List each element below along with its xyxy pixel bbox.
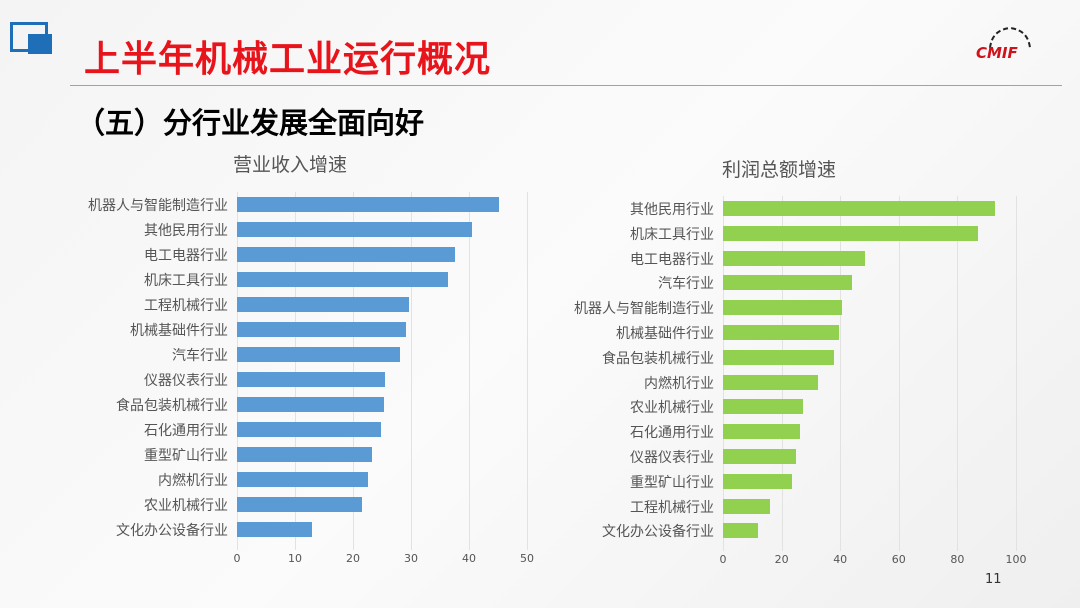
revenue-bar	[237, 372, 385, 387]
revenue-bar	[237, 497, 363, 512]
revenue-bar	[237, 222, 472, 237]
profit-gridline	[1016, 196, 1017, 552]
profit-category-label: 机床工具行业	[630, 226, 714, 243]
profit-tick-label: 80	[950, 553, 965, 566]
revenue-tick-label: 30	[404, 552, 418, 565]
revenue-tick-label: 50	[520, 552, 534, 565]
profit-tick-label: 20	[774, 553, 789, 566]
revenue-category-label: 其他民用行业	[144, 223, 228, 239]
revenue-bar	[237, 272, 449, 287]
revenue-tick-label: 20	[346, 552, 360, 565]
revenue-bar	[237, 322, 406, 337]
profit-category-label: 农业机械行业	[630, 400, 714, 417]
profit-category-label: 其他民用行业	[630, 202, 714, 218]
profit-category-label: 仪器仪表行业	[630, 450, 714, 466]
revenue-category-label: 文化办公设备行业	[116, 523, 228, 539]
revenue-bar	[237, 347, 400, 362]
revenue-bar	[237, 472, 369, 487]
profit-category-label: 石化通用行业	[630, 425, 714, 442]
profit-gridline	[781, 196, 783, 552]
profit-bar	[723, 325, 840, 340]
profit-bar	[723, 473, 792, 489]
revenue-bar	[237, 422, 381, 437]
revenue-category-label: 机械基础件行业	[130, 323, 228, 339]
revenue-category-label: 汽车行业	[172, 348, 228, 364]
page-number: 11	[985, 572, 1002, 587]
profit-category-label: 工程机械行业	[630, 499, 714, 516]
slide-icon-inner	[28, 34, 52, 54]
revenue-category-label: 重型矿山行业	[144, 448, 228, 464]
profit-bar	[723, 300, 842, 316]
profit-category-label: 机械基础件行业	[616, 326, 714, 342]
revenue-tick-label: 10	[288, 552, 302, 565]
revenue-category-label: 内燃机行业	[158, 473, 228, 489]
profit-category-label: 电工电器行业	[630, 251, 714, 268]
revenue-gridline	[469, 192, 470, 550]
profit-bar	[723, 250, 866, 266]
revenue-gridline	[295, 192, 296, 550]
chart-title-profit: 利润总额增速	[722, 159, 837, 181]
revenue-tick-label: 40	[462, 552, 476, 565]
revenue-bar	[237, 522, 312, 537]
profit-gridline	[898, 196, 900, 552]
profit-category-label: 内燃机行业	[644, 375, 714, 392]
profit-category-label: 文化办公设备行业	[602, 524, 714, 541]
profit-bar	[723, 449, 796, 464]
revenue-category-label: 机器人与智能制造行业	[88, 198, 228, 214]
revenue-tick-label: 0	[233, 552, 241, 565]
revenue-bar	[237, 397, 384, 412]
profit-tick-label: 0	[719, 553, 727, 566]
profit-category-label: 机器人与智能制造行业	[574, 301, 714, 318]
revenue-bar	[237, 447, 373, 462]
profit-gridline	[723, 196, 724, 552]
profit-category-label: 食品包装机械行业	[602, 350, 714, 367]
profit-gridline	[957, 196, 959, 552]
profit-bar	[723, 498, 770, 514]
profit-tick-label: 100	[1005, 553, 1027, 566]
profit-category-label: 重型矿山行业	[630, 474, 714, 491]
revenue-gridline	[411, 192, 412, 550]
profit-bar	[723, 523, 758, 539]
section-subtitle: （五）分行业发展全面向好	[76, 106, 425, 140]
revenue-bar	[237, 197, 500, 212]
cmif-logo: CMIF	[972, 22, 1048, 62]
revenue-gridline	[527, 192, 528, 550]
profit-bar	[723, 399, 803, 415]
revenue-category-label: 机床工具行业	[144, 273, 228, 289]
page-title: 上半年机械工业运行概况	[84, 39, 492, 80]
revenue-bar	[237, 247, 456, 262]
revenue-gridline	[237, 192, 238, 550]
revenue-gridline	[353, 192, 354, 550]
profit-tick-label: 60	[891, 553, 906, 566]
profit-bar	[723, 424, 801, 440]
profit-bar	[723, 225, 978, 241]
profit-category-label: 汽车行业	[658, 276, 714, 293]
profit-bar	[723, 374, 818, 390]
profit-bar	[723, 275, 852, 291]
title-divider	[70, 85, 1062, 86]
revenue-category-label: 工程机械行业	[144, 298, 228, 314]
profit-bar	[723, 201, 995, 216]
revenue-category-label: 食品包装机械行业	[116, 398, 228, 414]
revenue-category-label: 电工电器行业	[144, 248, 228, 264]
profit-tick-label: 40	[833, 553, 848, 566]
profit-gridline	[840, 196, 842, 552]
profit-bar	[723, 349, 835, 365]
revenue-category-label: 农业机械行业	[144, 498, 228, 514]
chart-title-revenue: 营业收入增速	[233, 154, 348, 176]
svg-text:CMIF: CMIF	[976, 44, 1019, 62]
revenue-bar	[237, 297, 410, 312]
revenue-category-label: 仪器仪表行业	[144, 373, 228, 389]
revenue-category-label: 石化通用行业	[144, 423, 228, 439]
